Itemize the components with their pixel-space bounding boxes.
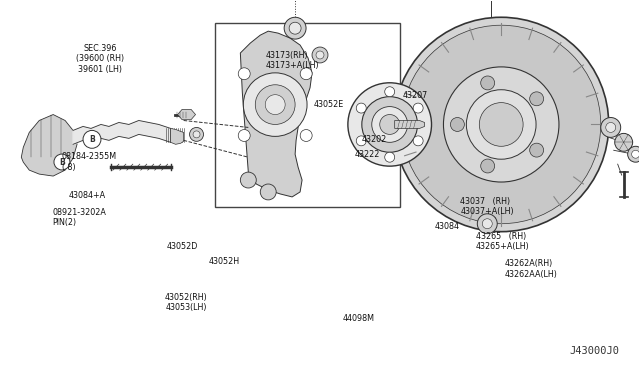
Polygon shape xyxy=(395,121,424,128)
Circle shape xyxy=(628,146,640,162)
Polygon shape xyxy=(178,109,196,120)
Text: 08184-2355M
( 8): 08184-2355M ( 8) xyxy=(62,152,117,172)
Circle shape xyxy=(605,122,616,132)
Circle shape xyxy=(481,159,495,173)
Circle shape xyxy=(312,47,328,63)
Circle shape xyxy=(632,150,639,158)
Circle shape xyxy=(289,22,301,34)
Text: 43052H: 43052H xyxy=(209,257,239,266)
Circle shape xyxy=(238,129,250,141)
Circle shape xyxy=(284,17,306,39)
Text: 43265   (RH)
43265+A(LH): 43265 (RH) 43265+A(LH) xyxy=(476,232,530,251)
Circle shape xyxy=(348,83,431,166)
Circle shape xyxy=(300,129,312,141)
Circle shape xyxy=(413,103,423,113)
Text: 43084+A: 43084+A xyxy=(68,191,106,200)
Circle shape xyxy=(380,115,399,134)
Text: 43202: 43202 xyxy=(362,135,387,144)
Text: J43000J0: J43000J0 xyxy=(570,346,620,356)
Circle shape xyxy=(54,154,70,170)
Text: 43084: 43084 xyxy=(435,222,460,231)
Circle shape xyxy=(444,67,559,182)
Circle shape xyxy=(241,172,256,188)
Circle shape xyxy=(189,128,204,141)
Circle shape xyxy=(385,152,395,162)
Text: 43052E: 43052E xyxy=(314,100,344,109)
Text: 43173(RH)
43173+A(LH): 43173(RH) 43173+A(LH) xyxy=(266,51,319,70)
Circle shape xyxy=(362,97,417,152)
Polygon shape xyxy=(73,121,171,144)
Text: 44098M: 44098M xyxy=(342,314,374,323)
Circle shape xyxy=(255,85,295,125)
Polygon shape xyxy=(171,128,184,144)
Circle shape xyxy=(530,143,543,157)
Circle shape xyxy=(316,51,324,59)
Text: 43262A(RH)
43262AA(LH): 43262A(RH) 43262AA(LH) xyxy=(505,259,557,279)
Text: 08921-3202A
PIN(2): 08921-3202A PIN(2) xyxy=(52,208,106,227)
Circle shape xyxy=(477,214,497,234)
Circle shape xyxy=(601,118,621,137)
Circle shape xyxy=(614,134,632,151)
Circle shape xyxy=(300,68,312,80)
Polygon shape xyxy=(21,115,77,176)
Polygon shape xyxy=(241,31,312,197)
Circle shape xyxy=(356,136,366,146)
Text: 43207: 43207 xyxy=(403,91,428,100)
Circle shape xyxy=(265,95,285,115)
Circle shape xyxy=(481,76,495,90)
Circle shape xyxy=(193,131,200,138)
Circle shape xyxy=(394,17,609,232)
Circle shape xyxy=(372,107,408,142)
Bar xyxy=(216,23,399,207)
Circle shape xyxy=(451,118,465,131)
Text: B: B xyxy=(89,135,95,144)
Circle shape xyxy=(402,25,601,224)
Text: 43052(RH)
43053(LH): 43052(RH) 43053(LH) xyxy=(165,293,207,312)
Circle shape xyxy=(83,131,101,148)
Circle shape xyxy=(238,68,250,80)
Text: 43222: 43222 xyxy=(355,150,380,159)
Text: 43052D: 43052D xyxy=(167,243,198,251)
Circle shape xyxy=(479,103,523,146)
Text: 43037   (RH)
43037+A(LH): 43037 (RH) 43037+A(LH) xyxy=(460,197,514,216)
Circle shape xyxy=(385,87,395,97)
Circle shape xyxy=(356,103,366,113)
Circle shape xyxy=(483,219,492,229)
Circle shape xyxy=(413,136,423,146)
Circle shape xyxy=(467,90,536,159)
Circle shape xyxy=(260,184,276,200)
Circle shape xyxy=(243,73,307,137)
Text: SEC.396
(39600 (RH)
39601 (LH): SEC.396 (39600 (RH) 39601 (LH) xyxy=(76,44,124,74)
Text: B: B xyxy=(59,157,65,167)
Circle shape xyxy=(530,92,543,106)
